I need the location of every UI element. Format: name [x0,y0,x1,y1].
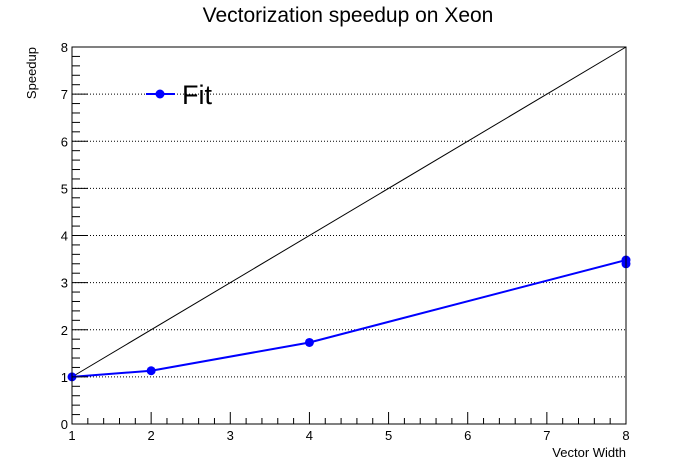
y-tick-label-3: 3 [61,276,68,291]
grid-lines [72,93,626,378]
series-line-fit [71,258,627,378]
reference-line-layer [71,46,627,378]
y-tick-label-8: 8 [61,40,68,55]
x-tick-label-7: 7 [543,428,550,443]
x-tick-label-1: 1 [68,428,75,443]
y-tick-label-6: 6 [61,134,68,149]
y-tick-label-7: 7 [61,87,68,102]
x-tick-label-2: 2 [148,428,155,443]
series-layer [67,255,631,382]
data-point [304,337,314,347]
x-tick-label-3: 3 [227,428,234,443]
y-tick-label-0: 0 [61,417,68,432]
data-point [146,366,156,376]
x-tick-label-5: 5 [385,428,392,443]
x-tick-label-6: 6 [464,428,471,443]
y-tick-label-4: 4 [61,229,68,244]
chart-title: Vectorization speedup on Xeon [203,4,494,27]
x-tick-label-4: 4 [306,428,313,443]
y-tick-label-1: 1 [61,370,68,385]
x-tick-label-8: 8 [622,428,629,443]
axis-ticks [71,46,627,425]
legend-marker [155,89,165,99]
reference-line [71,46,627,378]
x-axis-label: Vector Width [552,445,626,460]
y-tick-label-5: 5 [61,181,68,196]
legend: Fit [146,80,212,110]
legend-entry-fit: Fit [182,80,212,110]
y-axis-label: Speedup [24,47,39,99]
y-tick-label-2: 2 [61,323,68,338]
